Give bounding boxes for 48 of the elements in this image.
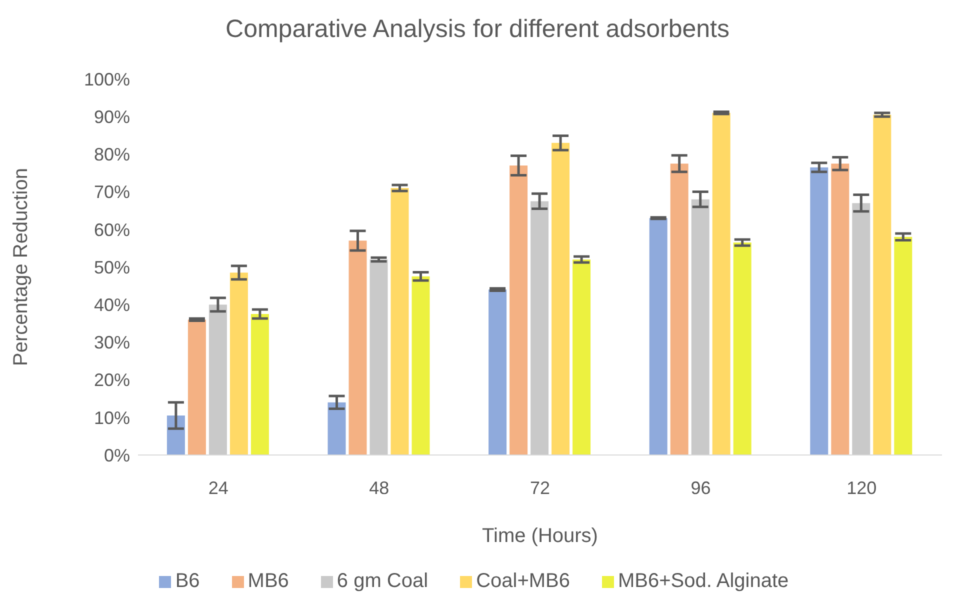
bar [810, 167, 828, 455]
bar [348, 240, 367, 455]
bar [670, 164, 688, 455]
y-tick-label: 70% [94, 182, 130, 202]
bar [250, 314, 269, 455]
y-tick-label: 0% [104, 445, 130, 466]
y-tick-label: 40% [94, 294, 130, 315]
chart-title: Comparative Analysis for different adsorbents [224, 14, 730, 45]
legend-label: B6 [175, 570, 200, 592]
x-axis-title: Time (Hours) [482, 525, 598, 547]
bar [412, 276, 430, 455]
bar [649, 218, 668, 455]
y-tick-label: 80% [94, 144, 130, 165]
bar [230, 272, 248, 455]
y-tick-label: 20% [94, 370, 130, 390]
legend-label: Coal+MB6 [476, 570, 570, 592]
legend-label: 6 gm Coal [336, 570, 428, 592]
x-tick-label: 72 [530, 478, 550, 498]
y-tick-label: 100% [84, 69, 130, 90]
bar [530, 201, 549, 455]
x-tick-label: 24 [208, 478, 228, 498]
y-tick-label: 50% [94, 257, 130, 278]
bar [552, 142, 570, 455]
y-tick-label: 60% [94, 220, 130, 240]
bar [733, 242, 752, 455]
bar [691, 199, 710, 455]
bar [390, 188, 409, 455]
bar [208, 304, 227, 455]
bar [370, 259, 388, 455]
bar [873, 114, 892, 455]
x-tick-label: 96 [690, 478, 711, 498]
legend-label: MB6 [248, 570, 289, 592]
bar [488, 290, 507, 455]
y-tick-label: 30% [94, 332, 130, 353]
y-tick-label: 90% [94, 106, 130, 127]
x-tick-label: 48 [369, 478, 390, 498]
bar [894, 236, 912, 455]
bar [188, 320, 206, 455]
legend-label: MB6+Sod. Alginate [618, 570, 789, 592]
bar [328, 402, 346, 455]
bar [852, 203, 870, 455]
x-tick-label: 120 [846, 478, 877, 498]
bar [572, 259, 591, 455]
y-tick-label: 10% [94, 408, 130, 428]
bar [712, 112, 730, 455]
bar [510, 165, 528, 455]
y-axis-title: Percentage Reduction [10, 168, 32, 366]
bar [831, 164, 850, 455]
